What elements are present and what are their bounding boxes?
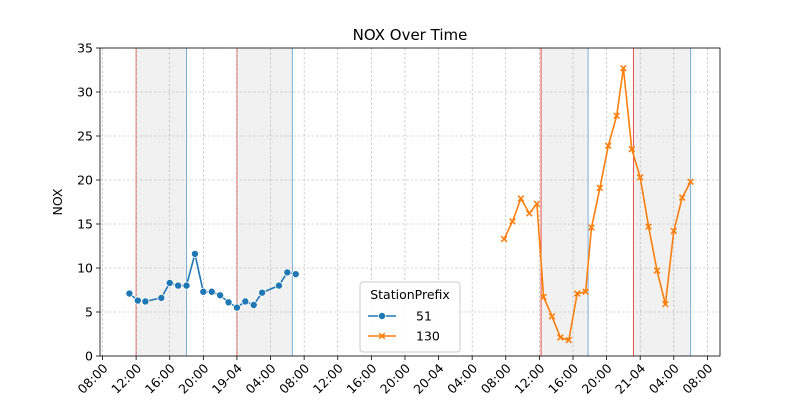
data-point-51 (283, 268, 292, 277)
data-point-130 (687, 178, 694, 186)
data-point-130-stroke-b (628, 145, 636, 153)
data-point-130 (573, 290, 581, 297)
data-point-130 (670, 227, 678, 235)
y-tick-label: 35 (77, 41, 93, 56)
data-point-130 (565, 336, 573, 344)
data-point-130 (628, 145, 636, 153)
data-point-130 (653, 267, 661, 275)
data-point-51 (216, 291, 225, 300)
data-point-130 (500, 235, 508, 243)
data-point-130-stroke-b (588, 224, 595, 231)
data-point-130-stroke-b (653, 267, 661, 275)
y-tick-label: 0 (85, 349, 93, 364)
y-tick-label: 15 (77, 217, 93, 232)
data-point-130-stroke-b (540, 293, 547, 301)
data-point-130 (604, 142, 612, 150)
data-point-130-stroke-b (678, 194, 686, 201)
y-tick-label: 25 (77, 129, 93, 144)
y-tick-label: 20 (77, 173, 93, 188)
data-point-130 (525, 210, 533, 217)
shaded-periods (135, 48, 692, 356)
legend-marker-51 (377, 311, 386, 320)
data-point-130 (662, 300, 669, 308)
shaded-period-4 (633, 48, 691, 356)
data-point-51 (182, 281, 191, 290)
data-point-130 (613, 112, 621, 120)
data-point-130-stroke-b (670, 227, 678, 235)
data-point-130-stroke-b (582, 288, 589, 296)
data-point-130-stroke-b (687, 178, 694, 186)
chart-title: NOX Over Time (353, 26, 468, 44)
legend-marker-130 (378, 332, 386, 340)
data-point-130-stroke-b (565, 336, 573, 344)
data-point-51 (141, 297, 150, 306)
data-point-51 (174, 281, 183, 290)
data-point-130 (533, 200, 541, 208)
data-point-51 (274, 281, 283, 290)
data-point-51 (165, 278, 174, 287)
y-tick-label: 5 (85, 305, 93, 320)
data-point-130 (636, 173, 644, 181)
data-point-130 (596, 184, 604, 192)
data-point-51 (241, 297, 250, 306)
data-point-51 (224, 298, 233, 307)
plot-area-frame (99, 47, 721, 357)
legend-box (359, 281, 461, 353)
data-point-51 (207, 287, 216, 296)
legend: StationPrefix 51 130 (359, 281, 461, 353)
y-axis-label: NOX (50, 188, 65, 215)
data-point-130-stroke-b (525, 210, 533, 217)
data-point-130-stroke-b (620, 64, 627, 72)
data-point-130-stroke-b (548, 313, 556, 320)
data-point-130 (548, 313, 556, 320)
data-point-130-stroke-b (533, 200, 541, 208)
series-lines (125, 64, 694, 344)
data-point-130-stroke-b (645, 223, 652, 231)
data-point-130-stroke-b (557, 334, 564, 341)
data-point-130 (582, 288, 589, 296)
data-point-130-stroke-b (573, 290, 581, 297)
data-point-130-stroke-b (636, 173, 644, 181)
data-point-51 (258, 288, 267, 297)
shaded-period-3 (541, 48, 589, 356)
data-point-130 (678, 194, 686, 201)
data-point-130-stroke-b (604, 142, 612, 150)
data-point-130 (557, 334, 564, 341)
data-point-130 (517, 195, 525, 202)
data-point-130-stroke-b (500, 235, 508, 243)
data-point-130 (540, 293, 547, 301)
shaded-period-1 (136, 48, 187, 356)
data-point-130-stroke-b (509, 217, 516, 225)
data-point-51 (125, 289, 134, 298)
data-point-130 (588, 224, 595, 231)
data-point-51 (232, 303, 241, 312)
data-point-51 (133, 296, 142, 305)
data-point-51 (249, 300, 258, 309)
data-point-130-stroke-b (596, 184, 604, 192)
legend-title: StationPrefix (370, 287, 450, 302)
data-point-130 (620, 64, 627, 72)
data-point-51 (157, 293, 166, 302)
legend-label-51: 51 (416, 309, 432, 324)
legend-marker-130-stroke-b (378, 332, 386, 340)
shaded-period-2 (236, 48, 293, 356)
grid-lines (100, 47, 720, 357)
data-point-130 (509, 217, 516, 225)
data-point-130 (645, 223, 652, 231)
data-point-51 (199, 287, 208, 296)
y-tick-label: 30 (77, 85, 93, 100)
data-point-130-stroke-b (613, 112, 621, 120)
data-point-130-stroke-b (662, 300, 669, 308)
y-tick-label: 10 (77, 261, 93, 276)
legend-label-130: 130 (416, 329, 440, 344)
data-point-130-stroke-b (517, 195, 525, 202)
data-point-51 (190, 249, 199, 258)
data-point-51 (291, 270, 300, 279)
